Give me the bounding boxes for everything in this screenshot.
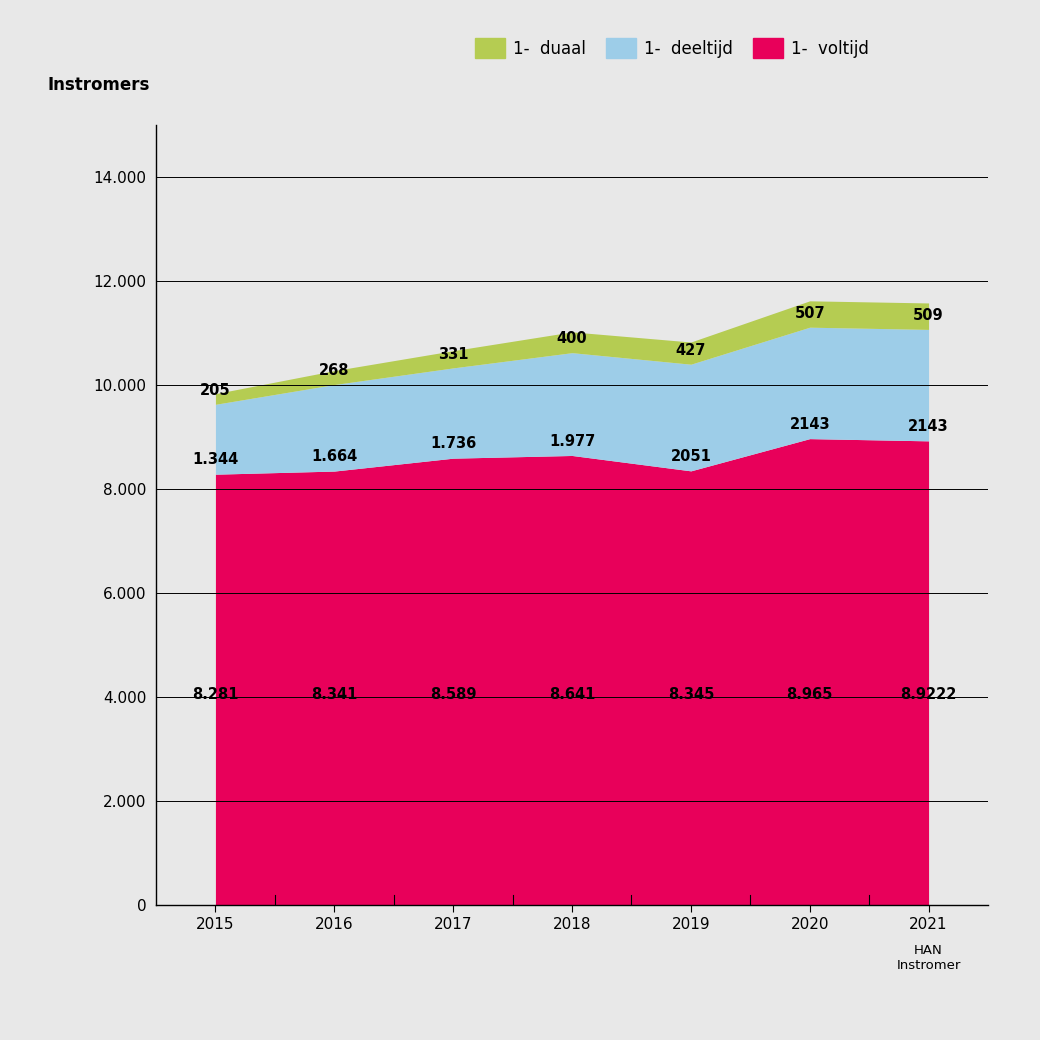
Text: 1.736: 1.736 <box>430 437 476 451</box>
Text: Instromers: Instromers <box>48 76 150 94</box>
Text: 331: 331 <box>438 346 468 362</box>
Text: 8.641: 8.641 <box>549 686 595 702</box>
Text: 507: 507 <box>795 306 825 321</box>
Text: 8.589: 8.589 <box>430 686 476 702</box>
Text: 268: 268 <box>319 363 349 379</box>
Text: 1.344: 1.344 <box>192 452 238 467</box>
Text: 2143: 2143 <box>789 417 830 432</box>
Text: 8.281: 8.281 <box>192 686 238 702</box>
Text: 400: 400 <box>556 332 588 346</box>
Text: 509: 509 <box>913 308 944 323</box>
Text: HAN
Instromer: HAN Instromer <box>896 943 961 971</box>
Text: 427: 427 <box>676 343 706 358</box>
Legend: 1-  duaal, 1-  deeltijd, 1-  voltijd: 1- duaal, 1- deeltijd, 1- voltijd <box>468 32 876 64</box>
Text: 2143: 2143 <box>908 419 948 434</box>
Text: 205: 205 <box>200 383 231 398</box>
Text: 2051: 2051 <box>671 449 711 464</box>
Text: 8.965: 8.965 <box>786 686 833 702</box>
Text: 1.664: 1.664 <box>311 449 358 464</box>
Text: 8.341: 8.341 <box>311 686 358 702</box>
Text: 8.9222: 8.9222 <box>901 686 957 702</box>
Text: 1.977: 1.977 <box>549 434 595 448</box>
Text: 8.345: 8.345 <box>668 686 714 702</box>
